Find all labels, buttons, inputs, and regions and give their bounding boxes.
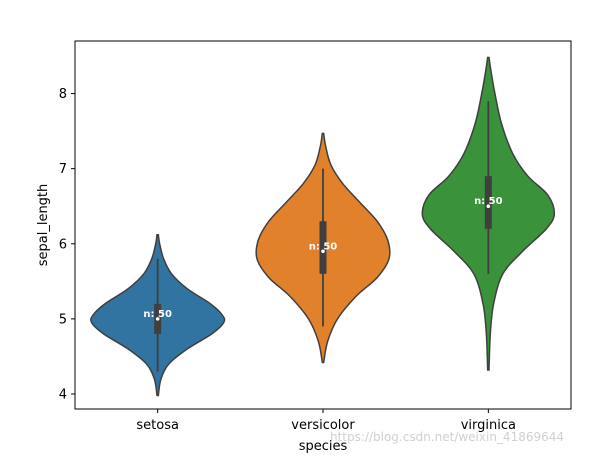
n-label-setosa: n: 50 bbox=[143, 309, 172, 320]
y-tick-label: 4 bbox=[59, 387, 67, 402]
n-label-versicolor: n: 50 bbox=[309, 241, 338, 252]
iqr-box-versicolor bbox=[319, 221, 327, 274]
x-tick-label-setosa: setosa bbox=[136, 418, 179, 433]
x-tick-label-virginica: virginica bbox=[461, 418, 516, 433]
iqr-box-virginica bbox=[484, 176, 492, 229]
y-axis-title: sepal_length bbox=[36, 184, 51, 267]
y-axis: 4 5 6 7 8 bbox=[59, 87, 75, 402]
y-tick-label: 8 bbox=[59, 87, 67, 102]
y-tick-label: 6 bbox=[59, 237, 67, 252]
x-axis: setosa versicolor virginica bbox=[136, 409, 516, 433]
y-tick-label: 5 bbox=[59, 312, 67, 327]
x-axis-title: species bbox=[299, 439, 348, 454]
y-tick-label: 7 bbox=[59, 162, 67, 177]
n-label-virginica: n: 50 bbox=[474, 196, 503, 207]
x-tick-label-versicolor: versicolor bbox=[291, 418, 355, 433]
median-point-versicolor bbox=[321, 249, 325, 254]
boxes-layer: n: 50 n: 50 n: 50 bbox=[143, 101, 503, 372]
median-point-setosa bbox=[155, 317, 160, 321]
watermark-text: https://blog.csdn.net/weixin_41869644 bbox=[330, 430, 565, 444]
median-point-virginica bbox=[486, 204, 491, 209]
